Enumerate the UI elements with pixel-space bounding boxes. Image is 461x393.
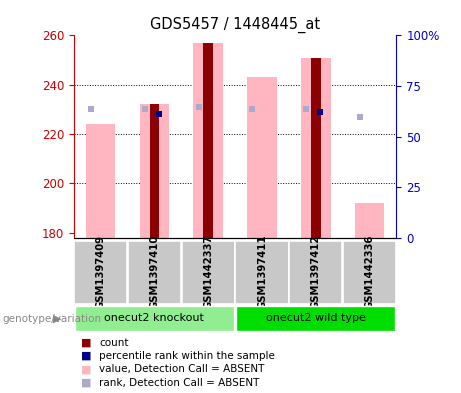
Text: GSM1397411: GSM1397411 — [257, 235, 267, 309]
Text: ▶: ▶ — [53, 314, 61, 324]
Bar — [74, 241, 127, 304]
Text: rank, Detection Call = ABSENT: rank, Detection Call = ABSENT — [99, 378, 260, 388]
Bar — [343, 241, 396, 304]
Text: percentile rank within the sample: percentile rank within the sample — [99, 351, 275, 361]
Text: ■: ■ — [81, 364, 91, 375]
Text: onecut2 wild type: onecut2 wild type — [266, 313, 366, 323]
Bar — [236, 307, 396, 331]
Text: GSM1442337: GSM1442337 — [203, 235, 213, 309]
Bar — [86, 124, 115, 238]
Bar — [289, 241, 343, 304]
Text: ■: ■ — [81, 378, 91, 388]
Text: GSM1397412: GSM1397412 — [311, 235, 321, 309]
Bar — [149, 105, 159, 238]
Text: onecut2 knockout: onecut2 knockout — [105, 313, 204, 323]
Bar — [194, 43, 223, 238]
Bar — [182, 241, 235, 304]
Bar — [247, 77, 277, 238]
Text: GSM1442336: GSM1442336 — [365, 235, 375, 309]
Bar — [355, 203, 384, 238]
Text: genotype/variation: genotype/variation — [2, 314, 101, 324]
Bar — [203, 43, 213, 238]
Text: count: count — [99, 338, 129, 348]
Text: GSM1397409: GSM1397409 — [95, 235, 106, 309]
Bar — [128, 241, 181, 304]
Bar — [301, 58, 331, 238]
Text: ■: ■ — [81, 351, 91, 361]
Title: GDS5457 / 1448445_at: GDS5457 / 1448445_at — [150, 17, 320, 33]
Bar — [236, 241, 289, 304]
Text: ■: ■ — [81, 338, 91, 348]
Text: value, Detection Call = ABSENT: value, Detection Call = ABSENT — [99, 364, 265, 375]
Bar — [311, 58, 320, 238]
Bar — [75, 307, 234, 331]
Bar — [140, 105, 169, 238]
Text: GSM1397410: GSM1397410 — [149, 235, 160, 309]
